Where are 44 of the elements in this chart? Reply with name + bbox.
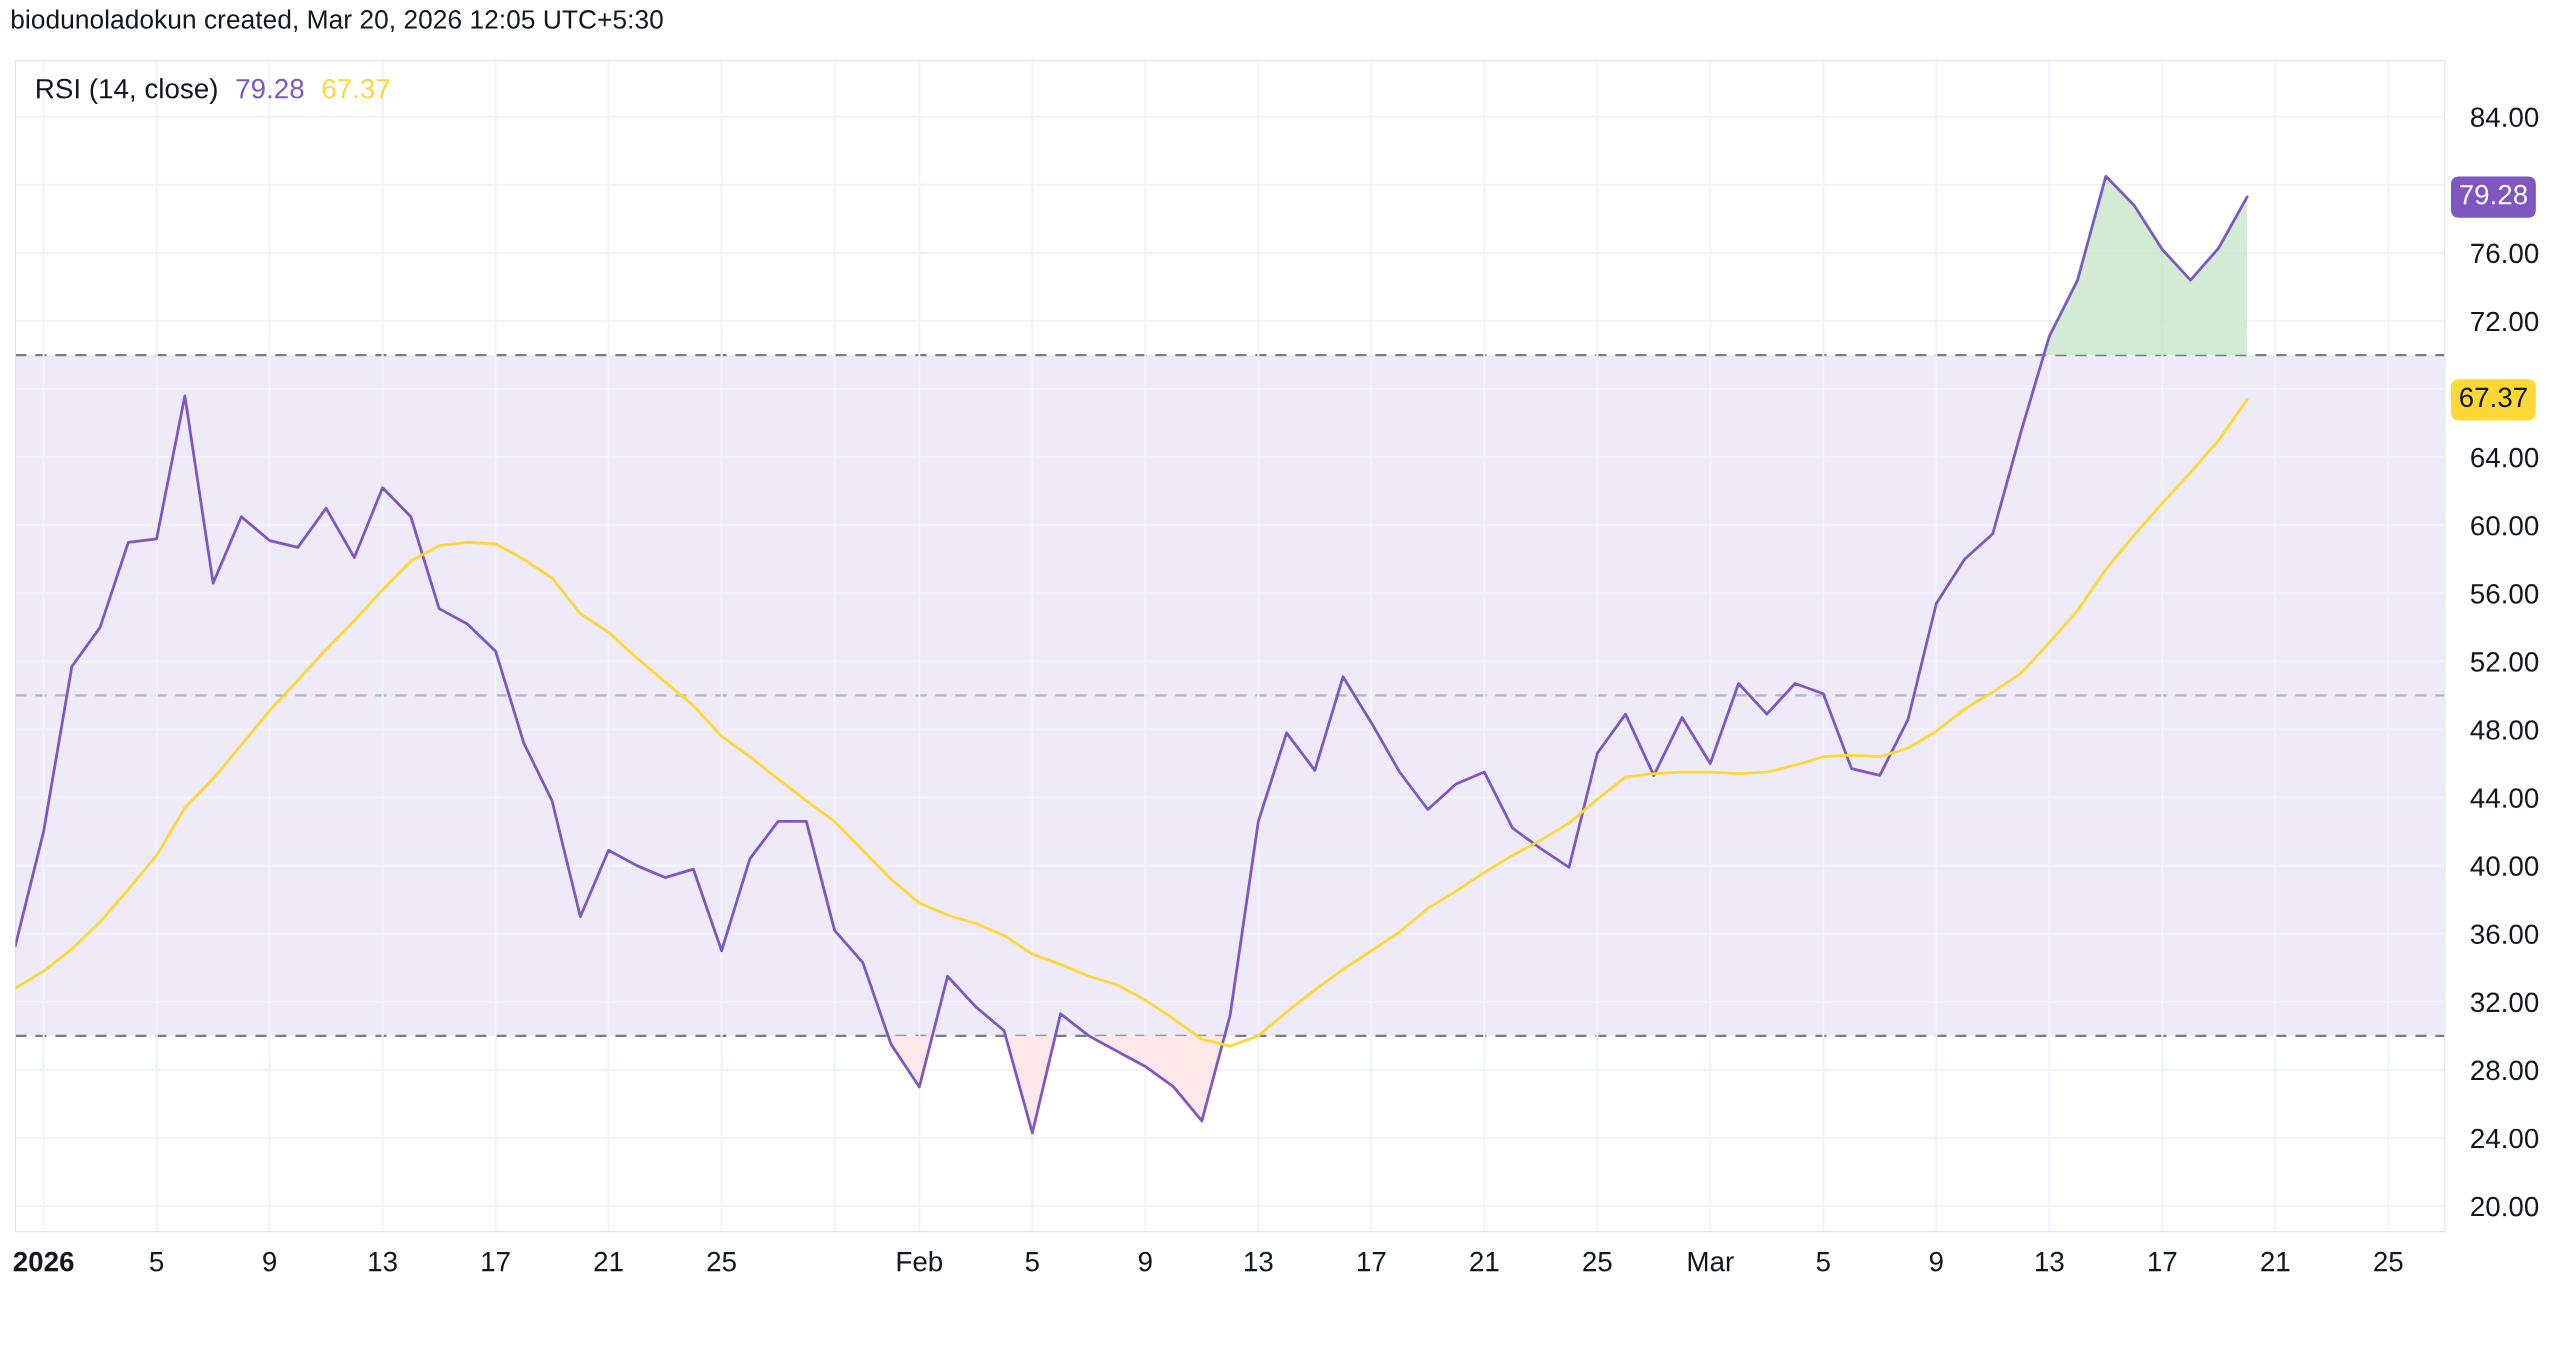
x-tick-label: 17 xyxy=(2148,1252,2177,1272)
x-tick-label: 9 xyxy=(1929,1251,1943,1272)
x-tick-label: 25 xyxy=(2374,1251,2403,1272)
x-tick-label: 17 xyxy=(1358,1252,1386,1272)
line-series xyxy=(15,398,2249,1048)
y-tick-label: 20.00 xyxy=(2471,1196,2539,1217)
line-series xyxy=(15,174,2249,1135)
x-tick-label: 9 xyxy=(1138,1251,1152,1272)
y-tick-label: 32.00 xyxy=(2470,992,2539,1013)
y-tick-label: 48.00 xyxy=(2470,720,2539,740)
y-tick-label: 40.00 xyxy=(2470,856,2539,876)
x-tick-label: 25 xyxy=(707,1251,736,1272)
y-tick-label: 60.00 xyxy=(2471,515,2539,536)
x-tick-label: 5 xyxy=(1025,1252,1039,1272)
y-tick-label: 44.00 xyxy=(2470,788,2539,808)
y-tick-label: 72.00 xyxy=(2471,311,2539,332)
y-tick-label: 36.00 xyxy=(2470,924,2539,945)
x-tick-label: 13 xyxy=(2035,1251,2064,1272)
x-tick-label: 21 xyxy=(2261,1251,2290,1272)
y-tick-label: 64.00 xyxy=(2471,447,2539,468)
x-tick-label: 13 xyxy=(1245,1251,1273,1272)
text: biodunoladokun created, Mar 20, 2026 12:05 UTC+5:30 xyxy=(11,9,663,32)
text: 67.37 xyxy=(2460,387,2527,408)
text: RSI (14, close) xyxy=(37,78,217,105)
x-tick-label: 21 xyxy=(594,1251,623,1272)
y-tick-label: 76.00 xyxy=(2471,243,2539,264)
y-tick-label: 56.00 xyxy=(2470,583,2539,604)
y-tick-label: 28.00 xyxy=(2471,1060,2539,1081)
x-tick-label: 9 xyxy=(263,1251,277,1272)
x-tick-label: 25 xyxy=(1583,1251,1612,1272)
annotation: 67.37 xyxy=(322,78,390,99)
y-tick-label: 24.00 xyxy=(2471,1128,2539,1149)
x-tick-label: 21 xyxy=(1470,1251,1499,1272)
x-tick-label: 5 xyxy=(149,1252,164,1272)
x-tick-label: 17 xyxy=(482,1252,510,1272)
annotation: 79.28 xyxy=(236,78,304,99)
y-tick-label: 84.00 xyxy=(2471,107,2539,128)
text: 79.28 xyxy=(2460,184,2527,205)
x-tick-label: 2026 xyxy=(13,1251,74,1272)
x-tick-label: 5 xyxy=(1816,1252,1830,1272)
y-tick-label: 52.00 xyxy=(2470,652,2539,672)
x-tick-label: 13 xyxy=(369,1251,397,1272)
x-tick-label: Feb xyxy=(897,1251,943,1272)
x-tick-label: Mar xyxy=(1688,1252,1734,1272)
